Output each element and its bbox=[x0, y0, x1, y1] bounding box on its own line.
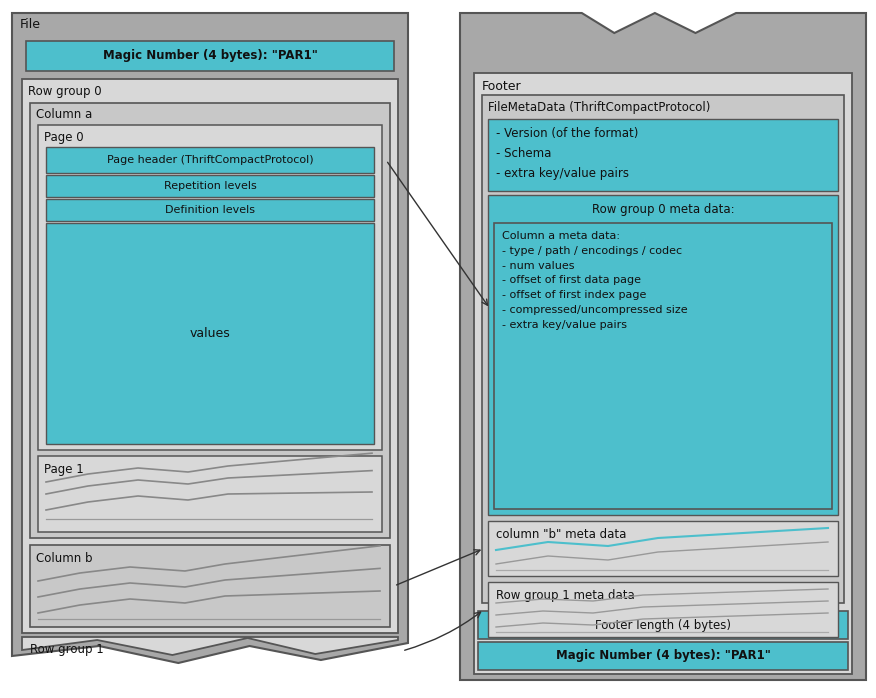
Text: Repetition levels: Repetition levels bbox=[164, 181, 257, 191]
Bar bbox=[478, 642, 848, 670]
Bar bbox=[22, 79, 398, 633]
Text: Footer: Footer bbox=[482, 80, 521, 93]
Text: File: File bbox=[20, 19, 41, 31]
Text: Column b: Column b bbox=[36, 551, 93, 565]
Text: Magic Number (4 bytes): "PAR1": Magic Number (4 bytes): "PAR1" bbox=[555, 650, 770, 662]
Bar bbox=[30, 103, 390, 538]
Text: Column a meta data:
- type / path / encodings / codec
- num values
- offset of f: Column a meta data: - type / path / enco… bbox=[502, 231, 688, 329]
Text: Page 1: Page 1 bbox=[44, 463, 84, 475]
Text: - Version (of the format)
- Schema
- extra key/value pairs: - Version (of the format) - Schema - ext… bbox=[496, 127, 639, 180]
Text: Page header (ThriftCompactProtocol): Page header (ThriftCompactProtocol) bbox=[107, 155, 314, 165]
Bar bbox=[30, 545, 390, 627]
Bar bbox=[46, 147, 374, 173]
Bar bbox=[488, 521, 838, 576]
Bar bbox=[488, 582, 838, 637]
Text: Row group 0 meta data:: Row group 0 meta data: bbox=[591, 202, 734, 216]
Bar bbox=[38, 456, 382, 532]
Bar bbox=[38, 125, 382, 450]
Text: FileMetaData (ThriftCompactProtocol): FileMetaData (ThriftCompactProtocol) bbox=[488, 101, 710, 114]
Text: values: values bbox=[189, 327, 230, 340]
Polygon shape bbox=[460, 13, 866, 680]
Bar bbox=[26, 41, 394, 71]
Text: Magic Number (4 bytes): "PAR1": Magic Number (4 bytes): "PAR1" bbox=[102, 50, 317, 63]
Polygon shape bbox=[22, 637, 398, 655]
Text: Row group 1: Row group 1 bbox=[30, 644, 103, 657]
Text: column "b" meta data: column "b" meta data bbox=[496, 528, 626, 540]
Text: Row group 1 meta data: Row group 1 meta data bbox=[496, 588, 635, 602]
Bar bbox=[46, 175, 374, 197]
Bar bbox=[46, 199, 374, 221]
Bar bbox=[488, 119, 838, 191]
Bar bbox=[482, 95, 844, 603]
Text: Definition levels: Definition levels bbox=[165, 205, 255, 215]
Text: Page 0: Page 0 bbox=[44, 131, 83, 144]
Bar bbox=[478, 611, 848, 639]
Text: Footer length (4 bytes): Footer length (4 bytes) bbox=[595, 618, 731, 632]
Text: Column a: Column a bbox=[36, 108, 92, 121]
Bar bbox=[474, 73, 852, 674]
Bar bbox=[46, 223, 374, 444]
Text: Row group 0: Row group 0 bbox=[28, 84, 102, 98]
Bar bbox=[488, 195, 838, 515]
Polygon shape bbox=[12, 13, 408, 663]
Bar bbox=[494, 223, 832, 509]
